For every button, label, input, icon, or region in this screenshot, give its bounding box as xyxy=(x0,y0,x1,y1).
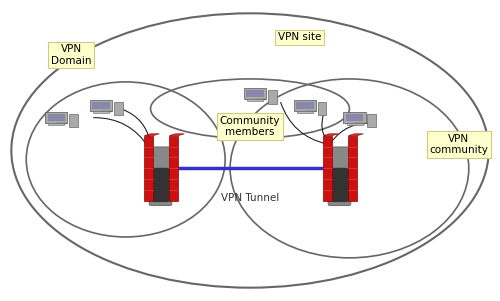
Text: VPN
Domain: VPN Domain xyxy=(51,44,91,66)
FancyBboxPatch shape xyxy=(246,90,264,97)
FancyBboxPatch shape xyxy=(48,123,64,125)
FancyBboxPatch shape xyxy=(318,102,326,115)
FancyBboxPatch shape xyxy=(90,100,112,111)
FancyBboxPatch shape xyxy=(244,88,266,99)
FancyBboxPatch shape xyxy=(348,135,358,201)
Text: Community
members: Community members xyxy=(220,116,280,138)
Text: VPN site: VPN site xyxy=(278,32,322,42)
FancyBboxPatch shape xyxy=(144,135,154,201)
FancyBboxPatch shape xyxy=(294,100,316,111)
FancyBboxPatch shape xyxy=(268,90,276,104)
FancyBboxPatch shape xyxy=(296,102,314,109)
Polygon shape xyxy=(144,134,160,135)
FancyBboxPatch shape xyxy=(48,114,65,121)
Text: VPN Tunnel: VPN Tunnel xyxy=(221,193,279,203)
FancyBboxPatch shape xyxy=(330,168,349,202)
Polygon shape xyxy=(348,134,364,135)
FancyBboxPatch shape xyxy=(346,114,364,121)
Polygon shape xyxy=(170,134,184,135)
FancyBboxPatch shape xyxy=(247,99,263,101)
FancyBboxPatch shape xyxy=(328,147,351,206)
FancyBboxPatch shape xyxy=(170,135,178,201)
FancyBboxPatch shape xyxy=(346,123,362,125)
FancyBboxPatch shape xyxy=(344,112,366,123)
FancyBboxPatch shape xyxy=(149,147,172,206)
FancyBboxPatch shape xyxy=(324,135,332,201)
FancyBboxPatch shape xyxy=(368,114,376,127)
FancyBboxPatch shape xyxy=(297,111,313,113)
FancyBboxPatch shape xyxy=(114,102,122,115)
Polygon shape xyxy=(324,134,338,135)
FancyBboxPatch shape xyxy=(150,168,171,202)
FancyBboxPatch shape xyxy=(45,112,68,123)
Text: VPN
community: VPN community xyxy=(430,134,488,155)
FancyBboxPatch shape xyxy=(69,114,78,127)
FancyBboxPatch shape xyxy=(93,111,109,113)
FancyBboxPatch shape xyxy=(92,102,110,109)
